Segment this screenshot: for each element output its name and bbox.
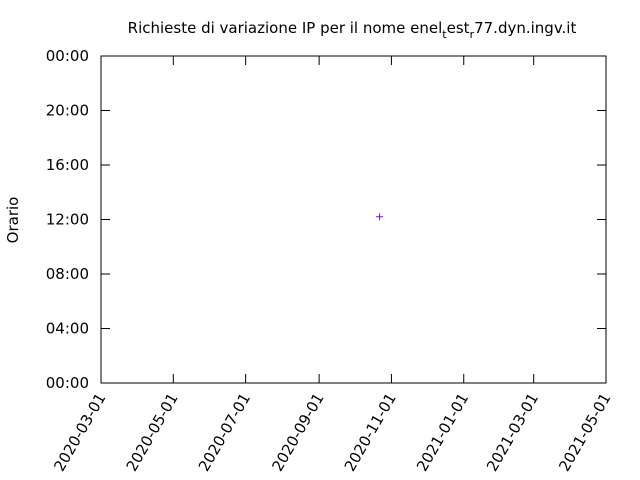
title-part: est [447,19,470,37]
x-tick-label: 2020-07-01 [195,390,254,475]
plot-border [100,55,607,384]
point [376,213,384,221]
x-tick-label: 2021-03-01 [483,390,542,475]
title-part: 77.dyn.ingv.it [474,19,576,37]
x-tick-label: 2020-09-01 [268,390,327,475]
y-tick-label: 00:00 [46,47,89,65]
y-axis-label: Orario [4,197,22,244]
chart-title: Richieste di variazione IP per il nome e… [128,19,577,41]
title-part: t [442,28,447,41]
y-tick-label: 16:00 [46,156,89,174]
y-tick-label: 20:00 [46,102,89,120]
title-part: r [470,28,475,41]
x-tick-label: 2021-05-01 [555,390,614,475]
x-tick-label: 2020-05-01 [123,390,182,475]
y-tick-label: 12:00 [46,211,89,229]
y-tick-label: 00:00 [46,374,89,392]
x-tick-label: 2020-03-01 [50,390,109,475]
x-tick-label: 2020-11-01 [341,390,400,475]
title-part: Richieste di variazione IP per il nome e… [128,19,443,37]
y-tick-label: 04:00 [46,320,89,338]
x-tick-label: 2021-01-01 [413,390,472,475]
y-tick-label: 08:00 [46,265,89,283]
